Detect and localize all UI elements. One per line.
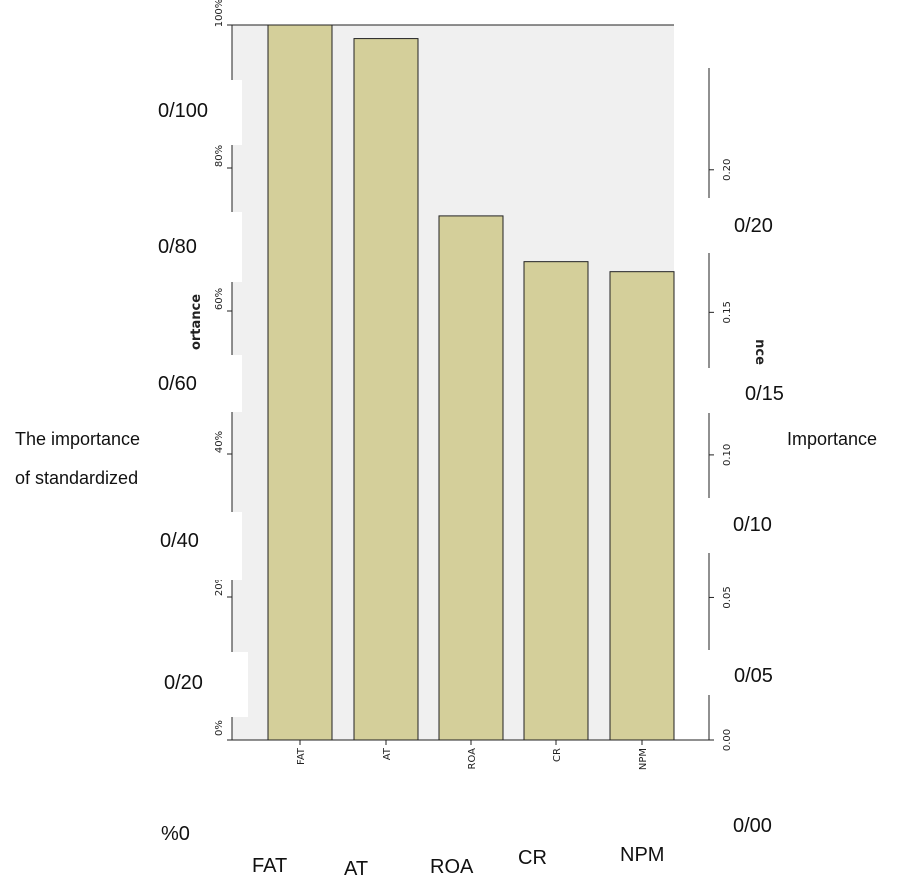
right-tick-label: 0.15 [722,301,733,323]
overlay-category-label: AT [344,858,368,875]
bar-roa [438,215,504,741]
left-tick-label: 60% [214,288,225,310]
overlay-right-tick: 0/20 [734,215,773,237]
overlay-left-tick: %0 [161,823,190,845]
right-tick-label: 0.20 [722,159,733,181]
overlay-left-tick: 0/60 [158,373,197,395]
overlay-category-labels: FAT AT ROA CR NPM [252,844,664,875]
overlay-left-title-line: of standardized [15,468,138,488]
x-tick-label: CR [552,748,563,762]
patch-right-20 [697,198,787,253]
overlay-left-ticks: 0/100 0/80 0/60 0/40 0/20 %0 [158,100,208,845]
patch-right-15 [697,368,787,413]
overlay-left-tick: 0/20 [164,672,203,694]
patch-right-05 [690,650,790,695]
x-tick-label: AT [382,747,393,760]
x-tick-label: ROA [467,748,478,770]
patch-left-100 [150,80,242,145]
patch-right-top [674,25,714,68]
patch-right-10 [697,498,787,553]
left-axis-title-fragment: ortance [189,294,204,350]
overlay-right-tick: 0/10 [733,514,772,536]
left-tick-label: 0% [214,720,225,736]
overlay-left-tick: 0/100 [158,100,208,122]
overlay-right-tick: 0/15 [745,383,784,405]
bar-npm [609,271,675,741]
bar-fat [267,24,333,741]
overlay-category-label: CR [518,847,547,869]
x-tick-label: FAT [296,747,307,765]
left-tick-label: 80% [214,145,225,167]
right-tick-label: 0.00 [722,729,733,751]
left-tick-label: 40% [214,431,225,453]
right-tick-label: 0.10 [722,444,733,466]
patch-left-20 [150,652,248,717]
overlay-left-tick: 0/80 [158,236,197,258]
overlay-category-label: NPM [620,844,664,866]
patch-left-80 [150,212,242,282]
left-tick-label: 100% [214,0,225,27]
patch-left-40 [150,512,242,580]
right-tick-label: 0.05 [722,586,733,608]
x-tick-label: NPM [638,748,649,770]
left-tick-label: 20% [214,574,225,596]
overlay-left-title: The importance of standardized [15,429,140,488]
overlay-category-label: ROA [430,856,474,875]
right-axis-title-fragment: nce [752,339,767,365]
overlay-left-title-line: The importance [15,429,140,449]
patch-left-60 [150,355,242,412]
overlay-patches [150,25,790,717]
overlay-right-ticks: 0/20 0/15 0/10 0/05 0/00 [733,215,784,837]
overlay-category-label: FAT [252,855,287,875]
overlay-right-tick: 0/00 [733,815,772,837]
overlay-right-tick: 0/05 [734,665,773,687]
bar-at [353,38,419,741]
overlay-left-tick: 0/40 [160,530,199,552]
bar-cr [523,261,589,741]
overlay-right-title: Importance [787,429,877,449]
